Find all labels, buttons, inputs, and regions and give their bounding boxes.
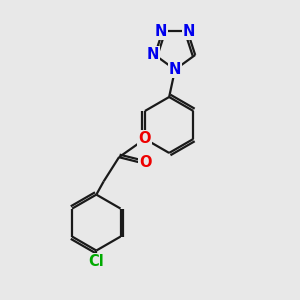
Text: N: N [147, 47, 159, 62]
Text: O: O [139, 131, 151, 146]
Text: N: N [169, 62, 181, 77]
Text: N: N [155, 24, 167, 39]
Text: N: N [183, 24, 195, 39]
Text: Cl: Cl [88, 254, 104, 269]
Text: O: O [139, 155, 152, 170]
